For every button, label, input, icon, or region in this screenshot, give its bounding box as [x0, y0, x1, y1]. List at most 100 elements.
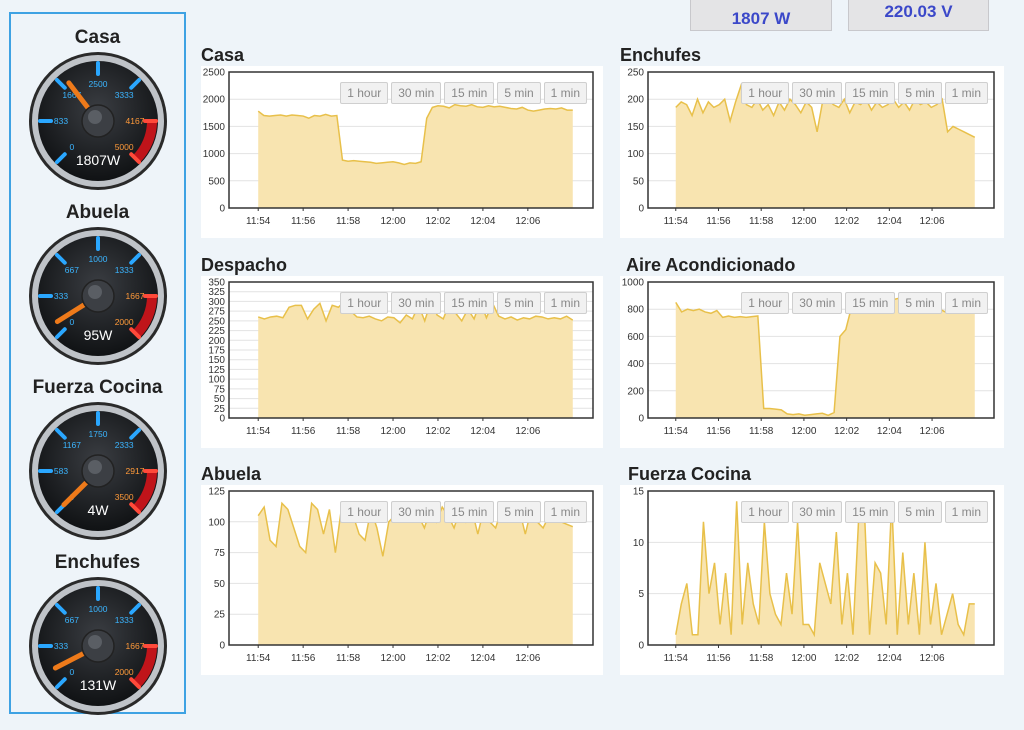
- x-tick-label: 12:06: [515, 426, 540, 437]
- y-tick-label: 2000: [203, 95, 226, 106]
- gauge-tick: [54, 77, 67, 90]
- zoom-controls: 1 hour 30 min 15 min 5 min 1 min: [741, 292, 988, 314]
- zoom-button-5-min[interactable]: 5 min: [898, 82, 942, 104]
- x-tick-label: 11:54: [246, 653, 271, 664]
- chart-title-despacho: Despacho: [201, 255, 288, 275]
- zoom-button-1-min[interactable]: 1 min: [543, 292, 587, 314]
- y-tick-label: 200: [627, 95, 644, 106]
- y-tick-label: 0: [219, 414, 225, 425]
- chart-panel-enchufes: 0 50 100 150 200 250 11:54 11:56 11:58 12:00 12:02…: [620, 66, 1004, 238]
- gauge-tick: [128, 77, 141, 90]
- gauge-tick: [128, 602, 141, 615]
- plot-frame: [647, 490, 995, 646]
- x-tick-label: 11:58: [336, 653, 361, 664]
- gauge-tick-label: 333: [53, 291, 67, 301]
- y-tick-label: 600: [627, 332, 644, 343]
- zoom-button-15-min[interactable]: 15 min: [845, 501, 896, 523]
- x-tick-label: 11:56: [706, 216, 731, 227]
- zoom-button-1-min[interactable]: 1 min: [944, 501, 988, 523]
- gauge-tick: [128, 152, 141, 165]
- y-tick-label: 50: [214, 394, 226, 405]
- x-tick-label: 12:02: [425, 216, 450, 227]
- x-tick-label: 12:04: [877, 653, 902, 664]
- zoom-button-1-hour[interactable]: 1 hour: [741, 292, 790, 314]
- x-tick-label: 11:56: [706, 426, 731, 437]
- gauge-tick-label: 5000: [114, 142, 133, 152]
- zoom-button-1-hour[interactable]: 1 hour: [340, 292, 389, 314]
- zoom-button-1-hour[interactable]: 1 hour: [741, 501, 790, 523]
- y-tick-label: 50: [633, 176, 645, 187]
- x-tick-label: 12:06: [920, 653, 945, 664]
- zoom-button-15-min[interactable]: 15 min: [845, 292, 896, 314]
- gauge-tick: [54, 427, 67, 440]
- y-tick-label: 0: [219, 641, 225, 652]
- zoom-button-5-min[interactable]: 5 min: [898, 292, 942, 314]
- zoom-button-5-min[interactable]: 5 min: [497, 292, 541, 314]
- zoom-button-30-min[interactable]: 30 min: [792, 292, 843, 314]
- zoom-button-1-min[interactable]: 1 min: [944, 82, 988, 104]
- chart-panel-aire-acondicionado: 0 200 400 600 800 1000 11:54 11:56 11:58 12:00 12:…: [620, 276, 1004, 448]
- zoom-button-30-min[interactable]: 30 min: [792, 82, 843, 104]
- gauge-tick-label: 1333: [114, 265, 133, 275]
- x-tick-label: 12:06: [515, 216, 540, 227]
- gauge-tick-label: 0: [69, 317, 74, 327]
- zoom-button-30-min[interactable]: 30 min: [391, 501, 442, 523]
- gauge-tick-label: 2000: [114, 317, 133, 327]
- gauge-tick: [54, 152, 67, 165]
- chart-panel-despacho: 0 25 50 75 100 125 150 175 200 225 250 275 300 325 350…: [201, 276, 603, 448]
- zoom-button-5-min[interactable]: 5 min: [497, 501, 541, 523]
- gauge-tick-label: 2917: [125, 466, 144, 476]
- zoom-button-30-min[interactable]: 30 min: [792, 501, 843, 523]
- y-tick-label: 125: [208, 365, 225, 376]
- gauge-title: Enchufes: [54, 552, 141, 573]
- zoom-button-1-min[interactable]: 1 min: [543, 82, 587, 104]
- x-tick-label: 11:58: [336, 426, 361, 437]
- gauge-tick: [128, 677, 141, 690]
- zoom-button-1-hour[interactable]: 1 hour: [340, 501, 389, 523]
- gauge-tick-label: 667: [64, 615, 78, 625]
- zoom-button-5-min[interactable]: 5 min: [497, 82, 541, 104]
- x-tick-label: 11:54: [246, 426, 271, 437]
- zoom-button-1-min[interactable]: 1 min: [543, 501, 587, 523]
- x-tick-label: 12:04: [877, 216, 902, 227]
- zoom-button-15-min[interactable]: 15 min: [444, 82, 495, 104]
- y-tick-label: 25: [214, 404, 226, 415]
- zoom-button-15-min[interactable]: 15 min: [444, 501, 495, 523]
- zoom-button-1-hour[interactable]: 1 hour: [741, 82, 790, 104]
- zoom-button-15-min[interactable]: 15 min: [845, 82, 896, 104]
- zoom-controls: 1 hour 30 min 15 min 5 min 1 min: [340, 501, 587, 523]
- x-tick-label: 11:58: [749, 426, 774, 437]
- x-tick-label: 12:06: [515, 653, 540, 664]
- x-tick-label: 12:04: [470, 653, 495, 664]
- y-tick-label: 100: [208, 517, 225, 528]
- zoom-controls: 1 hour 30 min 15 min 5 min 1 min: [340, 292, 587, 314]
- gauge-title: Abuela: [65, 202, 130, 223]
- x-tick-label: 11:54: [246, 216, 271, 227]
- y-tick-label: 100: [208, 375, 225, 386]
- zoom-button-1-min[interactable]: 1 min: [944, 292, 988, 314]
- y-tick-label: 200: [208, 336, 225, 347]
- gauge-hub-highlight: [87, 110, 102, 124]
- zoom-button-30-min[interactable]: 30 min: [391, 292, 442, 314]
- x-tick-label: 12:00: [791, 653, 816, 664]
- gauge-fuerza-cocina: Fuerza Cocina 0583116717502333291735004W: [11, 376, 184, 542]
- gauge-danger-arc: [131, 645, 157, 688]
- chart-panel-abuela: 0 25 50 75 100 125 11:54 11:56 11:58 12:00 12:02 12…: [201, 485, 603, 675]
- total-power-display: 1807 W: [690, 0, 832, 31]
- gauge-tick-label: 1750: [88, 429, 107, 439]
- zoom-button-15-min[interactable]: 15 min: [444, 292, 495, 314]
- zoom-button-1-hour[interactable]: 1 hour: [340, 82, 389, 104]
- series-area: [675, 294, 975, 418]
- x-tick-label: 12:00: [791, 426, 816, 437]
- y-tick-label: 15: [633, 487, 645, 498]
- gauge-value-label: 4W: [87, 502, 109, 518]
- y-tick-label: 225: [208, 326, 225, 337]
- y-tick-label: 10: [633, 538, 645, 549]
- zoom-button-30-min[interactable]: 30 min: [391, 82, 442, 104]
- x-tick-label: 12:02: [834, 653, 859, 664]
- zoom-button-5-min[interactable]: 5 min: [898, 501, 942, 523]
- x-tick-label: 11:54: [664, 653, 689, 664]
- gauge-tick-label: 333: [53, 641, 67, 651]
